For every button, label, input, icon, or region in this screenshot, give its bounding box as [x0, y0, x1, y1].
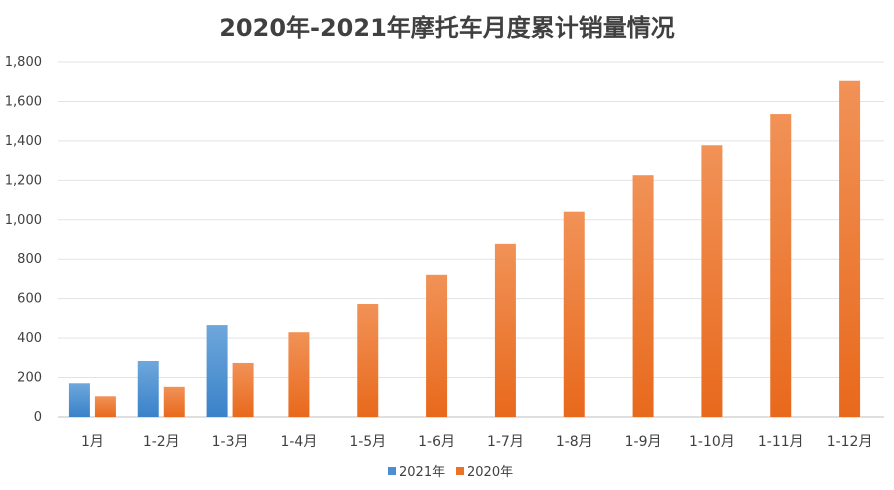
chart-title: 2020年-2021年摩托车月度累计销量情况: [219, 14, 675, 42]
y-tick-label: 1,000: [5, 213, 42, 228]
bar-2020: [232, 362, 254, 417]
bar-2020: [94, 396, 116, 417]
x-tick-label: 1-7月: [487, 434, 524, 450]
y-tick-label: 1,400: [5, 134, 42, 149]
bar-2020: [163, 386, 185, 417]
x-tick-label: 1月: [81, 434, 104, 450]
bar-2020: [632, 175, 654, 417]
bar-2020: [701, 145, 723, 417]
y-tick-label: 400: [17, 331, 42, 346]
x-tick-label: 1-8月: [556, 434, 593, 450]
bars: [68, 80, 861, 418]
x-tick-label: 1-6月: [418, 434, 455, 450]
bar-2021: [137, 360, 159, 417]
bar-2020: [426, 274, 448, 417]
y-tick-label: 1,800: [5, 55, 42, 70]
legend-swatch: [456, 467, 464, 475]
y-tick-label: 1,200: [5, 173, 42, 188]
y-tick-label: 800: [17, 252, 42, 267]
bar-2020: [770, 114, 792, 418]
x-tick-label: 1-3月: [212, 434, 249, 450]
y-tick-label: 600: [17, 292, 42, 307]
bar-2020: [563, 211, 585, 417]
bar-2020: [357, 303, 379, 417]
bar-2021: [206, 325, 228, 417]
bar-2020: [839, 80, 861, 417]
gridlines: [58, 61, 884, 418]
x-tick-label: 1-9月: [625, 434, 662, 450]
bar-2021: [68, 383, 90, 417]
x-tick-label: 1-5月: [349, 434, 386, 450]
legend: 2021年 2020年: [388, 465, 513, 480]
axes: 0 200 400 600 800 1,000 1,200 1,400 1,600 1,800 1月…: [5, 55, 873, 450]
y-tick-label: 1,600: [5, 94, 42, 109]
legend-label: 2020年: [467, 465, 513, 480]
x-tick-label: 1-10月: [689, 434, 735, 450]
y-tick-label: 0: [34, 410, 42, 425]
bar-2020: [494, 243, 516, 417]
x-tick-label: 1-11月: [758, 434, 804, 450]
x-tick-label: 1-4月: [280, 434, 317, 450]
legend-label: 2021年: [399, 465, 445, 480]
bar-2020: [288, 332, 310, 417]
x-tick-label: 1-12月: [827, 434, 873, 450]
legend-swatch: [388, 467, 396, 475]
y-tick-label: 200: [17, 371, 42, 386]
x-tick-label: 1-2月: [143, 434, 180, 450]
